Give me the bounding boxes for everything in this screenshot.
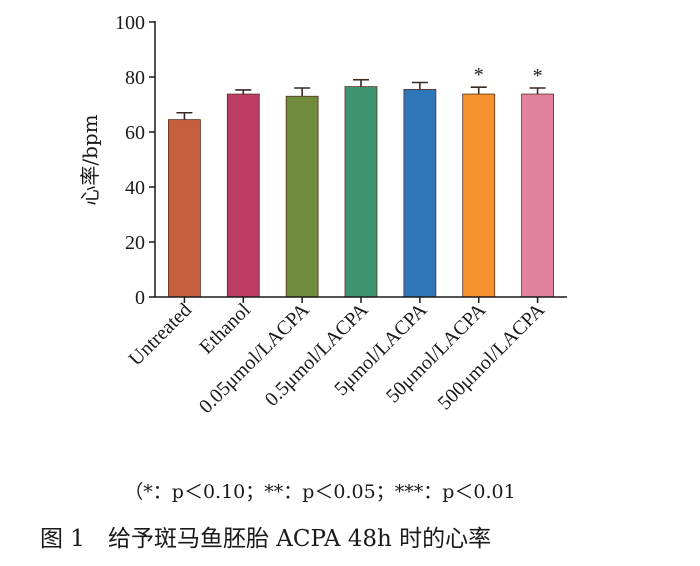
x-tick-label: 0.05μmol/LACPA [195,299,314,418]
significance-marker: * [474,64,484,86]
bar [226,93,260,298]
bar [168,119,201,298]
y-tick-label: 40 [125,177,145,199]
y-tick-label: 0 [135,287,145,309]
x-axis: Untreated Ethanol0.05μmol/LACPA0.5μmol/LA… [125,296,567,418]
y-tick-label: 60 [125,122,145,144]
bar [462,93,496,298]
x-tick-label: Untreated [125,299,196,370]
x-tick-label: 50μmol/LACPA [382,299,491,408]
y-tick-label: 20 [125,232,145,254]
x-tick-label: Ethanol [195,299,255,359]
bar [285,95,319,298]
y-tick-label: 80 [125,67,145,89]
figure-caption: 图 1 给予斑马鱼胚胎 ACPA 48h 时的心率 [40,526,492,552]
bars-group: * * [168,64,554,298]
bar [403,88,437,298]
y-tick-label: 100 [115,12,145,34]
bar [521,93,554,298]
x-tick-label: 0.5μmol/LACPA [261,299,373,411]
x-tick-label: 500μmol/LACPA [434,299,550,415]
y-axis-label: 心率/bpm [78,114,102,205]
significance-marker: * [533,65,543,87]
significance-footnote: （*：p＜0.10；**：p＜0.05；***：p＜0.01 [124,481,516,503]
y-axis: 0 20 40 60 80 100 [115,12,156,309]
bar [344,86,378,298]
